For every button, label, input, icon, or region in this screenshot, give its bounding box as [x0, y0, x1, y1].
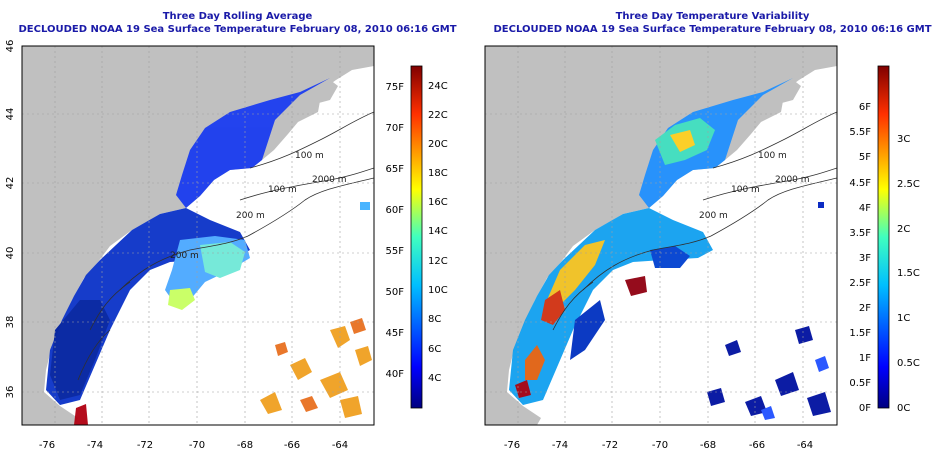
left-colorbar-f-labels: 75F 70F 65F 60F 55F 50F 45F 40F: [386, 82, 405, 380]
colorbar-c-label: 6C: [428, 344, 441, 355]
colorbar-c-label: 16C: [428, 197, 448, 208]
lon-axis: -76 -74 -72 -70 -68 -66 -64: [504, 440, 813, 451]
colorbar-f-label: 1F: [859, 353, 871, 364]
lon-tick: -74: [87, 440, 103, 451]
lat-tick: 36: [5, 386, 16, 399]
lon-axis: -76 -74 -72 -70 -68 -66 -64: [39, 440, 348, 451]
contour-label: 100 m: [295, 151, 324, 161]
colorbar-f-label: 5F: [859, 152, 871, 163]
lon-tick: -72: [137, 440, 153, 451]
lat-tick: 44: [5, 108, 16, 121]
colorbar-c-label: 24C: [428, 81, 448, 92]
colorbar-c-label: 2.5C: [897, 179, 920, 190]
lon-tick: -66: [749, 440, 765, 451]
bathymetry-contours: [77, 111, 374, 381]
right-map-title: Three Day Temperature Variability: [615, 11, 810, 22]
colorbar-c-label: 2C: [897, 224, 910, 235]
left-map-svg: 100 m 100 m 2000 m 200 m 200 m 46 44 42 …: [5, 40, 448, 451]
left-map-subtitle: DECLOUDED NOAA 19 Sea Surface Temperatur…: [18, 24, 457, 35]
lon-tick: -64: [332, 440, 348, 451]
colorbar-f-label: 6F: [859, 102, 871, 113]
colorbar-f-label: 1.5F: [849, 328, 871, 339]
colorbar-c-label: 4C: [428, 373, 441, 384]
colorbar-c-label: 3C: [897, 134, 910, 145]
colorbar-c-label: 0.5C: [897, 358, 920, 369]
lon-tick: -76: [504, 440, 520, 451]
grid-lines: [22, 46, 374, 425]
lat-tick: 46: [5, 40, 16, 53]
right-colorbar: [877, 65, 890, 409]
colorbar-f-label: 55F: [386, 246, 405, 257]
lon-tick: -68: [700, 440, 716, 451]
sst-variability-panel: Three Day Temperature Variability DECLOU…: [475, 0, 950, 475]
lat-axis: 46 44 42 40 38 36: [5, 40, 16, 399]
sst-field: [46, 78, 372, 425]
colorbar-f-label: 5.5F: [849, 127, 871, 138]
colorbar-c-label: 1.5C: [897, 268, 920, 279]
colorbar-f-label: 70F: [386, 123, 405, 134]
lat-tick: 38: [5, 316, 16, 329]
colorbar-c-label: 12C: [428, 256, 448, 267]
colorbar-f-label: 0.5F: [849, 378, 871, 389]
lat-tick: 42: [5, 177, 16, 190]
bathymetry-contours: [552, 111, 837, 331]
sst-average-panel: Three Day Rolling Average DECLOUDED NOAA…: [5, 11, 457, 451]
colorbar-c-label: 8C: [428, 314, 441, 325]
colorbar-f-label: 0F: [859, 403, 871, 414]
lat-tick: 40: [5, 247, 16, 260]
contour-label: 200 m: [699, 211, 728, 221]
colorbar-f-label: 60F: [386, 205, 405, 216]
lon-tick: -72: [602, 440, 618, 451]
right-map-svg: 100 m 100 m 2000 m 200 m -76 -74 -72 -70…: [484, 45, 920, 451]
land-mass: [485, 46, 837, 425]
colorbar-c-label: 22C: [428, 110, 448, 121]
lon-tick: -70: [189, 440, 205, 451]
colorbar-c-label: 20C: [428, 139, 448, 150]
lon-tick: -70: [652, 440, 668, 451]
right-colorbar-f-labels: 6F 5.5F 5F 4.5F 4F 3.5F 3F 2.5F 2F 1.5F …: [849, 102, 871, 414]
left-colorbar-c-labels: 24C 22C 20C 18C 16C 14C 12C 10C 8C 6C 4C: [428, 81, 448, 384]
contour-label: 2000 m: [775, 175, 810, 185]
colorbar-c-label: 10C: [428, 285, 448, 296]
colorbar-f-label: 4F: [859, 203, 871, 214]
lon-tick: -66: [284, 440, 300, 451]
right-colorbar-c-labels: 3C 2.5C 2C 1.5C 1C 0.5C 0C: [897, 134, 920, 414]
colorbar-f-label: 40F: [386, 369, 405, 380]
colorbar-f-label: 50F: [386, 287, 405, 298]
colorbar-c-label: 0C: [897, 403, 910, 414]
land-mass: [22, 46, 374, 425]
colorbar-f-label: 2F: [859, 303, 871, 314]
colorbar-f-label: 45F: [386, 328, 405, 339]
colorbar-f-label: 75F: [386, 82, 405, 93]
colorbar-f-label: 2.5F: [849, 278, 871, 289]
contour-label: 200 m: [170, 251, 199, 261]
left-colorbar: [410, 65, 423, 409]
contour-label: 100 m: [731, 185, 760, 195]
colorbar-f-label: 65F: [386, 164, 405, 175]
grid-lines: [485, 46, 837, 425]
colorbar-c-label: 14C: [428, 226, 448, 237]
contour-label: 100 m: [758, 151, 787, 161]
lon-tick: -74: [552, 440, 568, 451]
lon-tick: -68: [237, 440, 253, 451]
variability-field: [509, 78, 831, 420]
lon-tick: -76: [39, 440, 55, 451]
colorbar-c-label: 18C: [428, 168, 448, 179]
right-map-subtitle: DECLOUDED NOAA 19 Sea Surface Temperatur…: [493, 24, 932, 35]
colorbar-f-label: 4.5F: [849, 178, 871, 189]
left-map-title: Three Day Rolling Average: [162, 11, 313, 22]
contour-label: 200 m: [236, 211, 265, 221]
colorbar-f-label: 3F: [859, 253, 871, 264]
contour-label: 100 m: [268, 185, 297, 195]
contour-label: 2000 m: [312, 175, 347, 185]
colorbar-f-label: 3.5F: [849, 228, 871, 239]
colorbar-c-label: 1C: [897, 313, 910, 324]
lon-tick: -64: [797, 440, 813, 451]
